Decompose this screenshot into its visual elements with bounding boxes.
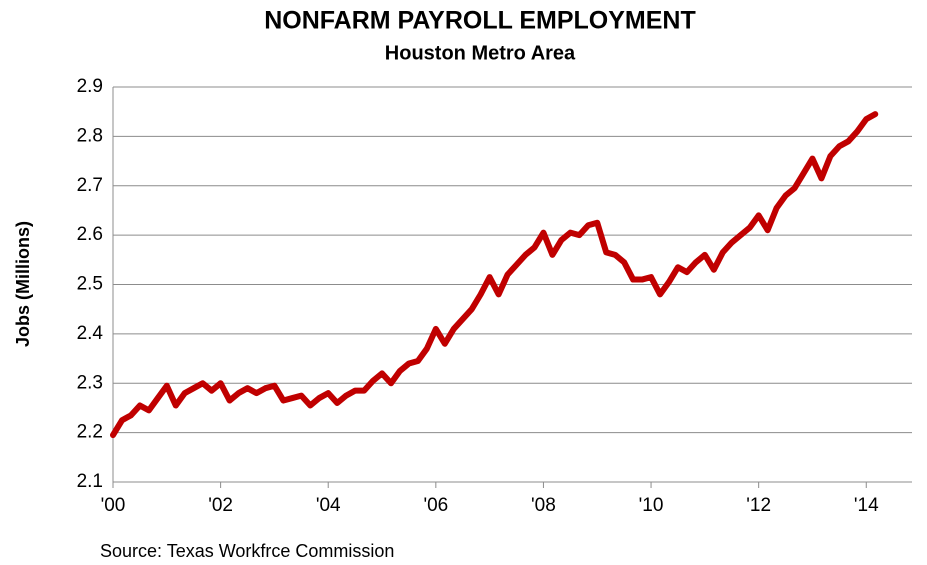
data-line — [110, 111, 879, 439]
x-tick-label: '12 — [746, 495, 771, 516]
y-tick-label: 2.7 — [77, 175, 103, 196]
y-axis-label: Jobs (Millions) — [13, 221, 33, 347]
y-tick-label: 2.4 — [77, 323, 104, 344]
y-tick-label: 2.5 — [77, 274, 103, 295]
x-tick-label: '06 — [423, 495, 448, 516]
y-tick-label: 2.8 — [77, 125, 103, 146]
source-note: Source: Texas Workfrce Commission — [100, 541, 394, 561]
x-tick-label: '04 — [316, 495, 341, 516]
y-tick-label: 2.3 — [77, 372, 103, 393]
x-tick-label: '02 — [208, 495, 233, 516]
y-tick-label: 2.2 — [77, 422, 103, 443]
x-tick-label: '00 — [101, 495, 126, 516]
x-tick-label: '10 — [639, 495, 664, 516]
x-tick-label: '08 — [531, 495, 556, 516]
chart-title: NONFARM PAYROLL EMPLOYMENT — [264, 7, 696, 35]
chart-subtitle: Houston Metro Area — [385, 42, 576, 64]
x-tick-label: '14 — [854, 495, 879, 516]
y-tick-label: 2.1 — [77, 471, 103, 492]
y-tick-label: 2.6 — [77, 224, 103, 245]
y-tick-label: 2.9 — [77, 76, 103, 97]
